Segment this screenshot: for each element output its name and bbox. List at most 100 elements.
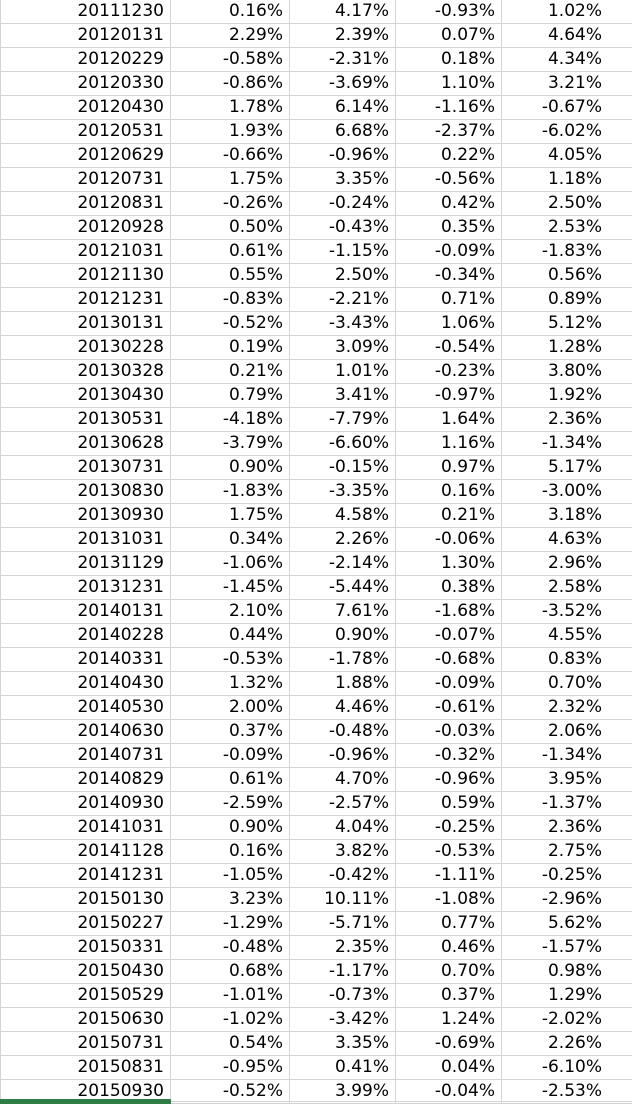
col-d-cell[interactable]: 0.35% <box>395 215 502 240</box>
col-d-cell[interactable]: 0.22% <box>395 143 502 168</box>
col-b-cell[interactable]: -0.52% <box>170 311 290 336</box>
col-b-cell[interactable]: -0.53% <box>170 647 290 672</box>
date-cell[interactable]: 20120629 <box>0 143 171 168</box>
col-e-cell[interactable]: 4.55% <box>501 623 632 648</box>
col-b-cell[interactable]: -1.83% <box>170 479 290 504</box>
col-d-cell[interactable]: -0.06% <box>395 527 502 552</box>
col-d-cell[interactable]: -0.25% <box>395 815 502 840</box>
col-c-cell[interactable]: -0.15% <box>289 455 396 480</box>
col-b-cell[interactable]: -0.52% <box>170 1079 290 1104</box>
col-d-cell[interactable]: 1.64% <box>395 407 502 432</box>
date-cell[interactable]: 20130930 <box>0 503 171 528</box>
date-cell[interactable]: 20120131 <box>0 23 171 48</box>
col-d-cell[interactable]: -0.93% <box>395 0 502 24</box>
col-d-cell[interactable]: -0.03% <box>395 719 502 744</box>
col-e-cell[interactable]: 1.29% <box>501 983 632 1008</box>
col-d-cell[interactable]: -0.69% <box>395 1031 502 1056</box>
col-e-cell[interactable]: -2.02% <box>501 1007 632 1032</box>
col-d-cell[interactable]: 1.24% <box>395 1007 502 1032</box>
col-e-cell[interactable]: -1.57% <box>501 935 632 960</box>
col-b-cell[interactable]: 0.16% <box>170 839 290 864</box>
col-d-cell[interactable]: 0.21% <box>395 503 502 528</box>
date-cell[interactable]: 20111230 <box>0 0 171 24</box>
col-c-cell[interactable]: -3.42% <box>289 1007 396 1032</box>
date-cell[interactable]: 20141128 <box>0 839 171 864</box>
date-cell[interactable]: 20140829 <box>0 767 171 792</box>
col-b-cell[interactable]: 0.44% <box>170 623 290 648</box>
col-b-cell[interactable]: -0.66% <box>170 143 290 168</box>
col-d-cell[interactable]: 0.04% <box>395 1055 502 1080</box>
col-c-cell[interactable]: -0.43% <box>289 215 396 240</box>
col-d-cell[interactable]: 0.38% <box>395 575 502 600</box>
col-d-cell[interactable]: -0.96% <box>395 767 502 792</box>
col-d-cell[interactable]: -1.16% <box>395 95 502 120</box>
col-b-cell[interactable]: 0.90% <box>170 815 290 840</box>
col-b-cell[interactable]: -1.05% <box>170 863 290 888</box>
col-e-cell[interactable]: -1.37% <box>501 791 632 816</box>
col-b-cell[interactable]: -0.48% <box>170 935 290 960</box>
col-d-cell[interactable]: 0.07% <box>395 23 502 48</box>
col-e-cell[interactable]: 2.26% <box>501 1031 632 1056</box>
col-e-cell[interactable]: 4.34% <box>501 47 632 72</box>
col-b-cell[interactable]: -2.59% <box>170 791 290 816</box>
col-d-cell[interactable]: 1.16% <box>395 431 502 456</box>
date-cell[interactable]: 20140930 <box>0 791 171 816</box>
col-b-cell[interactable]: -0.86% <box>170 71 290 96</box>
col-c-cell[interactable]: -2.57% <box>289 791 396 816</box>
col-c-cell[interactable]: -7.79% <box>289 407 396 432</box>
date-cell[interactable]: 20150430 <box>0 959 171 984</box>
col-c-cell[interactable]: 2.50% <box>289 263 396 288</box>
col-b-cell[interactable]: 2.00% <box>170 695 290 720</box>
col-b-cell[interactable]: 1.93% <box>170 119 290 144</box>
col-d-cell[interactable]: -1.68% <box>395 599 502 624</box>
date-cell[interactable]: 20141231 <box>0 863 171 888</box>
col-c-cell[interactable]: -0.96% <box>289 743 396 768</box>
col-c-cell[interactable]: 4.58% <box>289 503 396 528</box>
col-d-cell[interactable]: 0.70% <box>395 959 502 984</box>
date-cell[interactable]: 20130731 <box>0 455 171 480</box>
col-e-cell[interactable]: 4.05% <box>501 143 632 168</box>
col-c-cell[interactable]: -0.73% <box>289 983 396 1008</box>
col-b-cell[interactable]: -0.83% <box>170 287 290 312</box>
col-b-cell[interactable]: -0.26% <box>170 191 290 216</box>
col-b-cell[interactable]: -1.29% <box>170 911 290 936</box>
col-e-cell[interactable]: 2.58% <box>501 575 632 600</box>
date-cell[interactable]: 20131231 <box>0 575 171 600</box>
col-b-cell[interactable]: 0.90% <box>170 455 290 480</box>
col-c-cell[interactable]: 0.90% <box>289 623 396 648</box>
col-e-cell[interactable]: 2.32% <box>501 695 632 720</box>
col-e-cell[interactable]: 3.80% <box>501 359 632 384</box>
col-b-cell[interactable]: -1.06% <box>170 551 290 576</box>
col-d-cell[interactable]: -0.68% <box>395 647 502 672</box>
col-e-cell[interactable]: 1.18% <box>501 167 632 192</box>
date-cell[interactable]: 20140731 <box>0 743 171 768</box>
col-b-cell[interactable]: 0.61% <box>170 239 290 264</box>
col-d-cell[interactable]: -0.56% <box>395 167 502 192</box>
col-e-cell[interactable]: 2.96% <box>501 551 632 576</box>
date-cell[interactable]: 20130628 <box>0 431 171 456</box>
date-cell[interactable]: 20150731 <box>0 1031 171 1056</box>
col-d-cell[interactable]: -2.37% <box>395 119 502 144</box>
col-d-cell[interactable]: -0.09% <box>395 239 502 264</box>
date-cell[interactable]: 20130228 <box>0 335 171 360</box>
col-b-cell[interactable]: 2.29% <box>170 23 290 48</box>
col-d-cell[interactable]: -0.23% <box>395 359 502 384</box>
col-e-cell[interactable]: -2.53% <box>501 1079 632 1104</box>
col-e-cell[interactable]: 0.56% <box>501 263 632 288</box>
col-c-cell[interactable]: -0.96% <box>289 143 396 168</box>
date-cell[interactable]: 20130430 <box>0 383 171 408</box>
col-b-cell[interactable]: -0.58% <box>170 47 290 72</box>
col-c-cell[interactable]: 3.35% <box>289 167 396 192</box>
col-b-cell[interactable]: -1.02% <box>170 1007 290 1032</box>
col-e-cell[interactable]: -1.34% <box>501 431 632 456</box>
col-e-cell[interactable]: 2.53% <box>501 215 632 240</box>
col-c-cell[interactable]: -2.14% <box>289 551 396 576</box>
date-cell[interactable]: 20130131 <box>0 311 171 336</box>
col-d-cell[interactable]: 0.97% <box>395 455 502 480</box>
col-c-cell[interactable]: -1.78% <box>289 647 396 672</box>
col-b-cell[interactable]: 0.68% <box>170 959 290 984</box>
date-cell[interactable]: 20121031 <box>0 239 171 264</box>
col-c-cell[interactable]: -6.60% <box>289 431 396 456</box>
col-c-cell[interactable]: -0.48% <box>289 719 396 744</box>
col-b-cell[interactable]: -0.09% <box>170 743 290 768</box>
